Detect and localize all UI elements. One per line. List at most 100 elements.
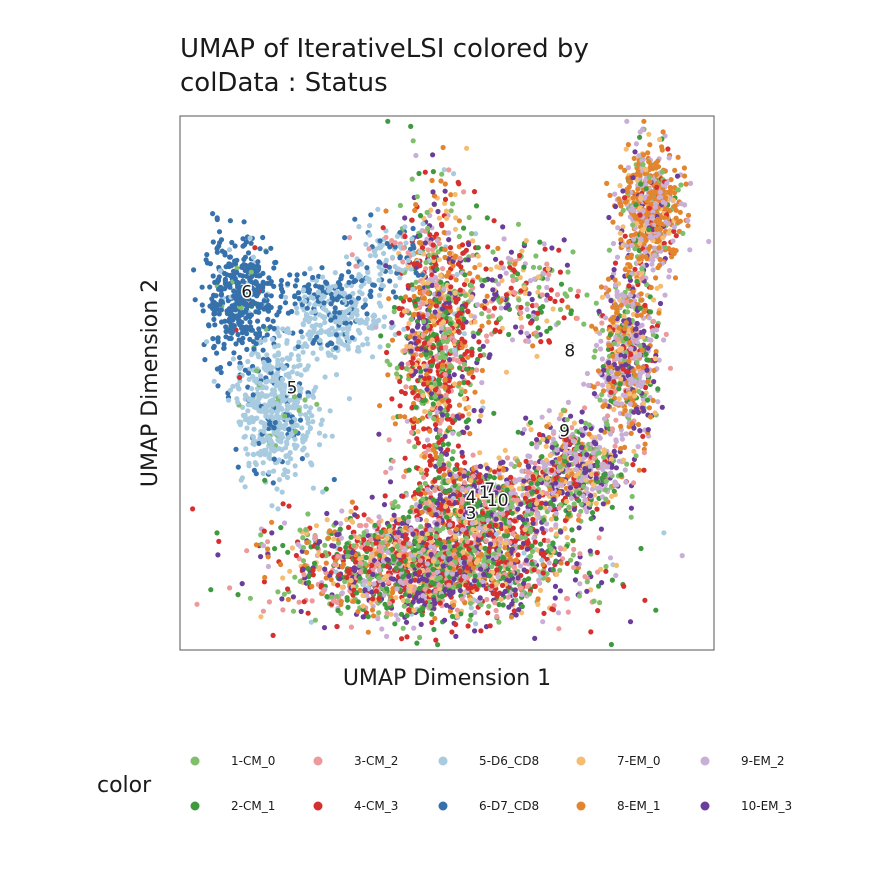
scatter-point: [501, 602, 506, 607]
scatter-point: [513, 324, 518, 329]
scatter-point: [286, 504, 291, 509]
scatter-point: [297, 528, 302, 533]
scatter-point: [261, 348, 266, 353]
scatter-point: [488, 267, 493, 272]
scatter-point: [559, 282, 564, 287]
scatter-point: [656, 245, 661, 250]
scatter-point: [317, 312, 322, 317]
scatter-point: [573, 577, 578, 582]
scatter-point: [269, 503, 274, 508]
scatter-point: [315, 357, 320, 362]
scatter-point: [299, 425, 304, 430]
scatter-point: [335, 608, 340, 613]
scatter-point: [655, 399, 660, 404]
scatter-point: [498, 274, 503, 279]
scatter-point: [385, 372, 390, 377]
scatter-point: [608, 431, 613, 436]
scatter-point: [353, 505, 358, 510]
scatter-point: [361, 614, 366, 619]
scatter-point: [433, 638, 438, 643]
scatter-point: [406, 439, 411, 444]
scatter-point: [357, 523, 362, 528]
scatter-point: [231, 356, 236, 361]
scatter-point: [280, 357, 285, 362]
scatter-point: [511, 526, 516, 531]
scatter-point: [269, 530, 274, 535]
scatter-point: [670, 238, 675, 243]
scatter-point: [614, 563, 619, 568]
scatter-point: [228, 218, 233, 223]
scatter-point: [214, 530, 219, 535]
scatter-point: [322, 625, 327, 630]
scatter-point: [272, 457, 277, 462]
scatter-point: [564, 294, 569, 299]
scatter-point: [534, 437, 539, 442]
scatter-point: [425, 437, 430, 442]
scatter-point: [233, 447, 238, 452]
scatter-point: [301, 545, 306, 550]
scatter-point: [219, 292, 224, 297]
scatter-point: [381, 251, 386, 256]
scatter-point: [610, 578, 615, 583]
scatter-point: [612, 267, 617, 272]
scatter-point: [523, 416, 528, 421]
scatter-point: [294, 278, 299, 283]
scatter-point: [357, 330, 362, 335]
scatter-point: [425, 210, 430, 215]
scatter-point: [406, 361, 411, 366]
scatter-point: [494, 292, 499, 297]
scatter-point: [642, 450, 647, 455]
scatter-point: [236, 465, 241, 470]
scatter-point: [434, 232, 439, 237]
scatter-point: [519, 249, 524, 254]
scatter-point: [300, 456, 305, 461]
scatter-point: [530, 343, 535, 348]
scatter-point: [454, 613, 459, 618]
scatter-point: [245, 408, 250, 413]
scatter-point: [549, 517, 554, 522]
scatter-point: [202, 357, 207, 362]
scatter-point: [387, 437, 392, 442]
scatter-point: [601, 388, 606, 393]
scatter-point: [383, 493, 388, 498]
scatter-point: [258, 554, 263, 559]
scatter-point: [550, 445, 555, 450]
scatter-point: [413, 153, 418, 158]
scatter-point: [286, 597, 291, 602]
scatter-point: [237, 319, 242, 324]
scatter-point: [428, 462, 433, 467]
scatter-point: [261, 460, 266, 465]
scatter-point: [439, 172, 444, 177]
scatter-point: [476, 339, 481, 344]
scatter-point: [364, 523, 369, 528]
scatter-point: [638, 546, 643, 551]
scatter-point: [402, 234, 407, 239]
scatter-point: [644, 357, 649, 362]
scatter-point: [262, 478, 267, 483]
scatter-point: [293, 463, 298, 468]
scatter-point: [507, 520, 512, 525]
scatter-point: [204, 257, 209, 262]
scatter-point: [286, 357, 291, 362]
scatter-point: [587, 571, 592, 576]
scatter-point: [385, 119, 390, 124]
scatter-point: [492, 218, 497, 223]
scatter-point: [676, 187, 681, 192]
scatter-point: [572, 501, 577, 506]
scatter-point: [637, 468, 642, 473]
scatter-point: [553, 595, 558, 600]
scatter-point: [262, 575, 267, 580]
scatter-point: [629, 431, 634, 436]
scatter-point: [246, 402, 251, 407]
scatter-point: [320, 418, 325, 423]
scatter-point: [595, 550, 600, 555]
scatter-point: [233, 341, 238, 346]
scatter-point: [631, 195, 636, 200]
scatter-point: [548, 326, 553, 331]
scatter-point: [403, 240, 408, 245]
scatter-point: [297, 393, 302, 398]
scatter-point: [244, 548, 249, 553]
scatter-point: [316, 567, 321, 572]
scatter-point: [533, 253, 538, 258]
scatter-point: [671, 198, 676, 203]
